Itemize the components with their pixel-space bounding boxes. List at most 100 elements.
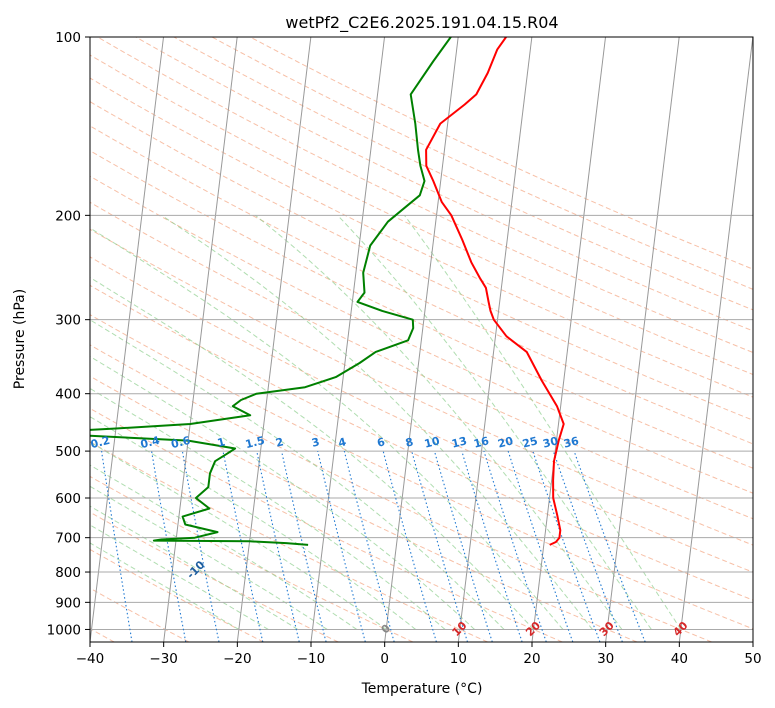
isotherm-line xyxy=(531,37,607,642)
dry-adiabat-line xyxy=(135,37,753,332)
dry-adiabat-line xyxy=(90,375,638,642)
moist-adiabat-line xyxy=(161,214,593,630)
dry-adiabat-line xyxy=(90,314,753,630)
dewpoint-profile-line xyxy=(90,37,452,546)
moist-adiabat-line xyxy=(90,464,357,630)
dry-adiabat-label: 40 xyxy=(671,619,691,639)
dry-adiabat-line xyxy=(90,125,753,445)
isotherm-line xyxy=(678,37,753,642)
sounding-profiles xyxy=(90,37,565,546)
mixing-ratio-line xyxy=(483,450,547,642)
plot-frame xyxy=(89,36,754,643)
dry-adiabat-line xyxy=(90,587,190,642)
mixing-ratio-label: 0.4 xyxy=(139,434,161,451)
mixing-ratio-line xyxy=(573,450,646,642)
temperature-profile-line xyxy=(425,37,565,546)
mixing-ratio-label: 8 xyxy=(404,435,415,449)
mixing-ratio-label: 10 xyxy=(423,434,441,450)
y-tick-label: 900 xyxy=(55,595,81,611)
mixing-ratio-label: 6 xyxy=(376,435,387,450)
mixing-ratio-label: 36 xyxy=(562,434,580,450)
mixing-ratio-label: 16 xyxy=(472,434,490,450)
mixing-ratio-line xyxy=(181,451,220,642)
mixing-ratio-line xyxy=(461,450,523,642)
isotherm-line xyxy=(605,37,680,642)
mixing-ratio-label: 20 xyxy=(496,434,514,450)
dry-adiabat-label: 30 xyxy=(597,619,617,639)
y-tick-label: 700 xyxy=(55,531,81,547)
x-axis-ticks: −40 −30 −20 −10 0 10 20 30 40 50 xyxy=(76,642,762,667)
y-tick-label: 600 xyxy=(55,491,81,507)
dry-adiabat-line xyxy=(97,37,753,354)
mixing-ratio-line xyxy=(317,450,366,642)
isotherm-line xyxy=(384,37,459,642)
dry-adiabat-line xyxy=(90,175,753,494)
mixing-ratio-label: 0.6 xyxy=(170,434,192,451)
mixing-ratio-label: 4 xyxy=(337,435,348,450)
dry-adiabat-line xyxy=(90,54,753,376)
dry-adiabat-line xyxy=(90,475,414,642)
dry-adiabat-line xyxy=(90,228,753,546)
mixing-ratio-label: 30 xyxy=(541,434,559,450)
x-tick-label: −40 xyxy=(76,651,105,667)
y-tick-label: 300 xyxy=(55,313,81,329)
x-tick-label: −10 xyxy=(297,651,326,667)
plot-area: 0.2 0.4 0.6 1 1.5 2 3 4 6 8 10 13 16 20 25 30 36-100 10 20… xyxy=(89,36,754,643)
isotherm-line xyxy=(752,637,753,642)
x-tick-label: 0 xyxy=(380,651,389,667)
y-tick-label: 100 xyxy=(55,30,81,46)
mixing-ratio-label: 2 xyxy=(274,435,285,449)
dry-adiabat-line xyxy=(90,284,753,601)
dry-adiabat-line xyxy=(173,37,753,311)
y-axis-ticks: 1000 900 800 700 600 500 400 300 200 100 xyxy=(47,30,90,638)
x-axis-label: Temperature (°C) xyxy=(361,681,483,697)
mixing-ratio-line xyxy=(433,450,493,642)
mixing-ratio-label: 0.2 xyxy=(89,434,111,451)
y-tick-label: 500 xyxy=(55,444,81,460)
chart-title: wetPf2_C2E6.2025.191.04.15.R04 xyxy=(285,13,558,33)
moist-adiabat-line xyxy=(90,416,416,630)
dry-adiabat-line xyxy=(90,150,753,469)
mixing-ratio-line xyxy=(411,450,469,642)
moist-adiabat-line xyxy=(90,542,240,630)
mixing-ratio-label: 3 xyxy=(310,435,321,449)
dry-adiabat-line xyxy=(90,548,264,642)
mixing-ratio-line xyxy=(256,450,300,642)
y-axis-label: Pressure (hPa) xyxy=(12,289,28,389)
isotherm-line xyxy=(90,37,165,642)
dry-adiabat-line xyxy=(90,101,753,421)
isotherm-line xyxy=(163,37,238,642)
moist-adiabat-line xyxy=(90,524,269,630)
dry-adiabat-line xyxy=(90,201,753,520)
moist-adiabat-line xyxy=(90,505,299,630)
mixing-ratio-label: 1.5 xyxy=(244,434,266,451)
moist-adiabat-line xyxy=(90,227,564,630)
dry-adiabat-label: -10 xyxy=(184,558,207,581)
x-tick-label: 20 xyxy=(523,651,540,667)
y-tick-label: 800 xyxy=(55,565,81,581)
line-labels: 0.2 0.4 0.6 1 1.5 2 3 4 6 8 10 13 16 20 25 30 36-100 10 20… xyxy=(89,434,691,639)
x-tick-label: 50 xyxy=(744,651,761,667)
x-tick-label: 10 xyxy=(450,651,467,667)
isotherm-line xyxy=(457,37,533,642)
dry-adiabat-label: 0 xyxy=(379,622,394,637)
dry-adiabat-line xyxy=(90,407,563,642)
mixing-ratio-label: 13 xyxy=(450,434,468,450)
x-tick-label: 30 xyxy=(597,651,614,667)
mixing-ratio-line xyxy=(382,450,437,642)
dry-adiabat-line xyxy=(90,441,488,642)
isotherm-line xyxy=(236,37,312,642)
y-tick-label: 400 xyxy=(55,387,81,403)
mixing-ratio-line xyxy=(280,450,327,642)
moist-adiabat-line xyxy=(90,485,328,630)
mixing-ratio-label: 1 xyxy=(216,435,227,449)
isotherm-line xyxy=(310,37,386,642)
mixing-ratio-line xyxy=(151,451,187,642)
mixing-ratio-line xyxy=(552,450,623,642)
moist-adiabat-line xyxy=(404,215,682,630)
mixing-ratio-line xyxy=(532,450,601,642)
y-tick-label: 200 xyxy=(55,208,81,224)
x-tick-label: 40 xyxy=(671,651,688,667)
dry-adiabat-line xyxy=(90,344,712,642)
